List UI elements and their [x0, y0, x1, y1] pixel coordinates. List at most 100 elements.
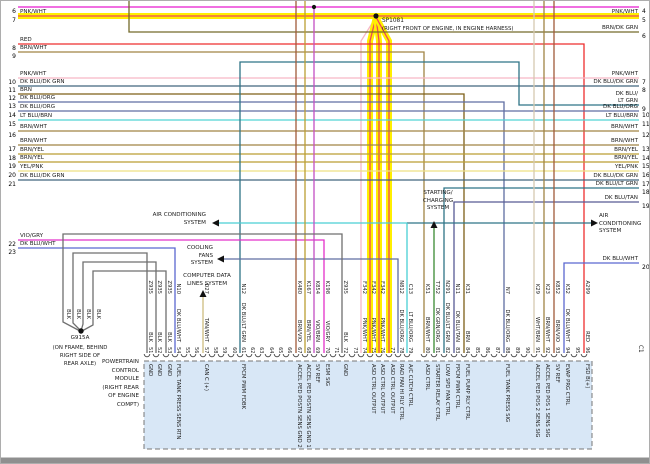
pin-terminal-icon-59 [217, 353, 225, 358]
ground-note-line: REAR AXLE) [63, 361, 97, 367]
pin-terminal-icon-71 [329, 353, 337, 358]
right-wire-color-label-10: DK BLU/ORG [603, 104, 638, 111]
right-wire-number-5: 5 [642, 17, 646, 24]
left-wire-number-19: 19 [8, 163, 16, 170]
wire-low-spd-fan [443, 187, 639, 353]
pin-number-95: 95 [574, 347, 580, 353]
left-wire-color-label-8: RED [20, 37, 32, 43]
pin-circuit-label-80: K51 [424, 284, 430, 294]
pin-number-64: 64 [268, 347, 274, 353]
right-wire-number-20: 20 [642, 264, 650, 271]
pin-function-label-54: FUEL TANK PRESS SENS RTN [175, 364, 181, 439]
air-conditioning-left-arrow-icon [212, 219, 219, 227]
pin-function-label-61: FPCM PWM FDBK [240, 364, 246, 410]
right-wire-color-label-line: BRN/YEL [614, 155, 638, 161]
right-wire-number-14: 14 [642, 155, 650, 162]
pin-number-77: 77 [389, 347, 395, 353]
pin-number-69: 69 [314, 347, 320, 353]
left-wire-color-label-12: BRN [20, 87, 32, 93]
pin-terminal-icon-56 [189, 353, 197, 358]
pin-circuit-label-70: K198 [324, 281, 330, 294]
pin-terminal-icon-73 [348, 353, 356, 358]
pin-function-label-52: GND [156, 364, 162, 376]
pin-circuit-label-57: D27 [203, 283, 209, 294]
pin-number-80: 80 [424, 347, 430, 353]
splice-dot-sp1081 [373, 13, 379, 19]
pin-function-label-78: RAD FAN HI RLY CTRL [398, 364, 404, 420]
pin-circuit-label-78: N812 [398, 280, 404, 294]
left-wire-color-label-11: DK BLU/DK GRN [20, 79, 65, 85]
pin-terminal-icon-64 [264, 353, 272, 358]
pin-number-63: 63 [258, 347, 264, 353]
pin-terminal-icon-60 [227, 353, 235, 358]
left-wire-number-20: 20 [8, 172, 16, 179]
pin-terminal-icon-90 [520, 353, 528, 358]
pin-circuit-label-84: K31 [464, 284, 470, 294]
right-wire-number-19: 19 [642, 203, 650, 210]
pin-terminal-icon-57 [199, 353, 207, 358]
pin-circuit-label-61: N12 [240, 284, 246, 294]
pin-function-label-96: FSD B(+) [584, 364, 590, 388]
pin-wire-color-label-84: BRN [464, 331, 470, 342]
pin-wire-color-label-78: DK BLU/ORG [398, 310, 404, 343]
pin-terminal-icon-72 [338, 353, 346, 358]
pin-terminal-icon-58 [208, 353, 216, 358]
pin-terminal-icon-82 [440, 353, 448, 358]
pin-terminal-icon-93 [550, 353, 558, 358]
pin-terminal-icon-69 [310, 353, 318, 358]
right-wire-color-label-11: LT BLU/BRN [606, 113, 638, 120]
left-wire-number-21: 21 [8, 181, 16, 188]
pcm-connector-box [143, 360, 593, 450]
pin-circuit-label-83: N11 [454, 284, 460, 294]
pin-terminal-icon-65 [273, 353, 281, 358]
pin-number-82: 82 [444, 347, 450, 353]
ground-note-line: RIGHT SIDE OF [59, 353, 101, 359]
pin-number-88: 88 [504, 347, 510, 353]
pin-number-70: 70 [324, 347, 330, 353]
pin-wire-color-label-91: WHT/BRN [534, 317, 540, 342]
left-wire-number-6: 6 [12, 8, 16, 15]
pin-terminal-icon-62 [245, 353, 253, 358]
pin-function-label-69: 5V REF [314, 364, 320, 383]
pin-number-74: 74 [361, 347, 367, 353]
pin-circuit-label-81: T752 [434, 280, 440, 294]
right-wire-color-label-line: DK BLU/TAN [604, 195, 638, 201]
pin-circuit-label-75: F342 [370, 281, 376, 294]
pin-terminal-icon-95 [570, 353, 578, 358]
right-wire-number-15: 15 [642, 163, 650, 170]
wire-gnd-pin72 [62, 233, 343, 353]
pin-terminal-icon-51 [143, 353, 151, 358]
pin-circuit-label-72: Z935 [342, 281, 348, 294]
pin-wire-color-label-67: BRN/VIO [296, 320, 302, 342]
pin-terminal-icon-74 [357, 353, 365, 358]
pin-function-label-80: ASD CTRL [424, 364, 430, 390]
right-wire-color-label-20: DK BLU/WHT [602, 256, 638, 263]
pin-function-label-51: GND [147, 364, 153, 376]
pin-number-56: 56 [193, 347, 199, 353]
pin-number-79: 79 [407, 347, 413, 353]
right-wire-color-label-line: DK BLU/ORG [602, 104, 638, 110]
ground-location-note: (ON FRAME, BEHIND RIGHT SIDE OF REAR AXL… [23, 344, 137, 368]
pin-number-89: 89 [514, 347, 520, 353]
splice-dot-top [311, 4, 317, 10]
pin-terminal-icon-88 [500, 353, 508, 358]
wire-brndkgrn-top [128, 1, 639, 33]
pin-number-57: 57 [203, 347, 209, 353]
left-wire-color-label-18: BRN/YEL [20, 147, 44, 153]
pin-circuit-label-91: K29 [534, 284, 540, 294]
pin-wire-color-label-57: TAN/WHT [203, 317, 209, 343]
right-wire-color-label-line: BRN/WHT [611, 138, 638, 144]
module-label-line: CONTROL [111, 367, 139, 374]
air-conditioning-left-label: AIR CONDITIONING SYSTEM [153, 212, 206, 227]
pin-terminal-icon-77 [385, 353, 393, 358]
pin-circuit-label-67: K480 [296, 281, 302, 294]
pin-wire-color-label-88: DK BLU/ORG [504, 310, 510, 343]
pin-number-73: 73 [352, 347, 358, 353]
pin-number-61: 61 [240, 347, 246, 353]
left-wire-number-22: 22 [8, 241, 16, 248]
pin-terminal-icon-55 [180, 353, 188, 358]
right-wire-color-label-line: YEL/PNK [614, 164, 638, 170]
pin-number-96: 96 [584, 347, 590, 353]
wire-gnd-pin53 [81, 270, 167, 353]
